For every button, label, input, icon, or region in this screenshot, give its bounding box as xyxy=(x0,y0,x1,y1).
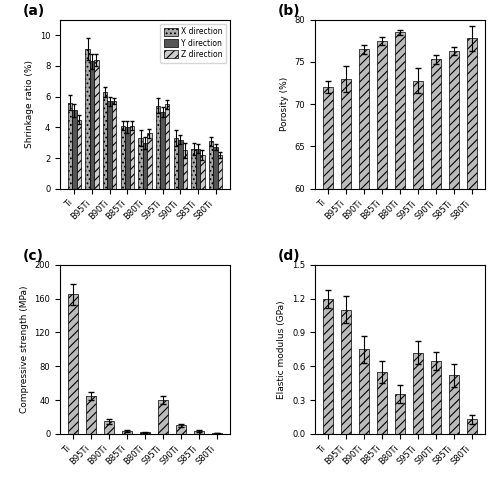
Bar xyxy=(90,61,94,189)
Bar xyxy=(86,49,90,189)
Bar xyxy=(103,92,108,189)
Bar xyxy=(125,127,130,189)
Y-axis label: Compressive strength (MPa): Compressive strength (MPa) xyxy=(20,285,29,413)
Bar xyxy=(68,294,78,434)
Y-axis label: Porosity (%): Porosity (%) xyxy=(280,77,289,131)
Bar xyxy=(214,147,218,189)
Bar xyxy=(322,299,332,434)
Bar xyxy=(209,141,214,189)
Bar xyxy=(450,375,459,434)
Bar xyxy=(68,103,72,189)
Bar xyxy=(200,155,204,189)
Bar xyxy=(94,60,98,189)
Bar xyxy=(450,51,459,493)
Bar xyxy=(76,120,81,189)
Bar xyxy=(138,138,143,189)
Y-axis label: Elastic modulus (GPa): Elastic modulus (GPa) xyxy=(278,300,286,399)
Bar xyxy=(413,352,423,434)
Bar xyxy=(147,134,152,189)
Bar xyxy=(218,155,222,189)
Bar xyxy=(341,310,350,434)
Bar xyxy=(359,350,369,434)
Bar xyxy=(395,33,405,493)
Bar xyxy=(359,49,369,493)
Bar xyxy=(158,400,168,434)
Bar xyxy=(120,126,125,189)
Bar xyxy=(160,112,165,189)
Bar xyxy=(341,79,350,493)
Text: (a): (a) xyxy=(22,3,45,18)
Text: (d): (d) xyxy=(278,249,300,263)
Bar xyxy=(395,394,405,434)
Bar xyxy=(165,104,170,189)
Bar xyxy=(112,101,116,189)
Bar xyxy=(377,41,387,493)
Bar xyxy=(178,140,182,189)
Bar xyxy=(176,425,186,434)
Legend: X direction, Y direction, Z direction: X direction, Y direction, Z direction xyxy=(160,24,226,63)
Bar xyxy=(468,38,477,493)
Bar xyxy=(182,150,187,189)
Bar xyxy=(431,60,441,493)
Text: (c): (c) xyxy=(22,249,44,263)
Y-axis label: Shrinkage ratio (%): Shrinkage ratio (%) xyxy=(25,60,34,148)
Bar xyxy=(86,396,96,434)
Text: (b): (b) xyxy=(278,3,300,18)
Bar xyxy=(413,80,423,493)
Bar xyxy=(194,431,204,434)
Bar xyxy=(322,87,332,493)
Bar xyxy=(174,138,178,189)
Bar xyxy=(431,360,441,434)
Bar xyxy=(212,433,222,434)
Bar xyxy=(468,419,477,434)
Bar xyxy=(140,432,150,434)
Bar xyxy=(377,372,387,434)
Bar xyxy=(108,101,112,189)
Bar xyxy=(122,431,132,434)
Bar xyxy=(196,149,200,189)
Bar xyxy=(72,110,76,189)
Bar xyxy=(156,106,160,189)
Bar xyxy=(192,149,196,189)
Bar xyxy=(130,126,134,189)
Bar xyxy=(104,421,114,434)
Bar xyxy=(143,142,147,189)
